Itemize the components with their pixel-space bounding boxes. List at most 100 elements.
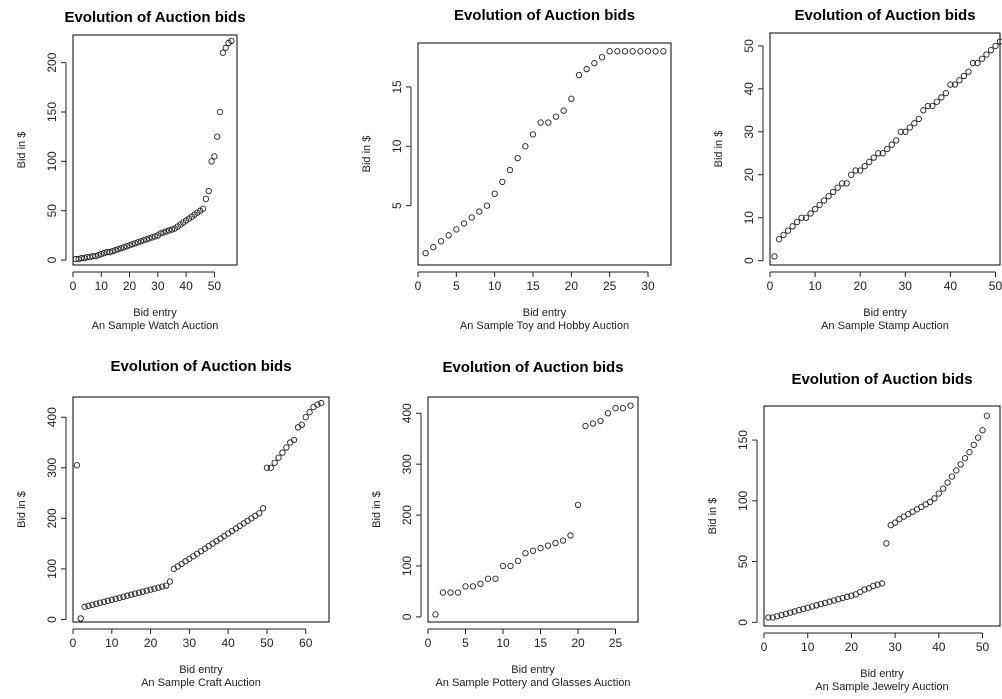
data-point	[143, 236, 150, 243]
data-point	[104, 597, 112, 604]
y-tick-label: 100	[400, 556, 414, 576]
chart-panel-5: Evolution of Auction bids 0 5 10 15 20 25 0 100 2…	[371, 359, 639, 689]
chart-title: Evolution of Auction bids	[791, 371, 972, 388]
data-point	[85, 602, 92, 609]
data-point	[637, 48, 644, 55]
data-point	[236, 522, 243, 530]
y-axis-label: Bid in $	[371, 491, 383, 528]
data-point	[267, 464, 274, 471]
data-point	[522, 550, 529, 557]
x-tick-label: 20	[565, 279, 579, 293]
data-point	[294, 424, 302, 431]
data-point	[793, 218, 801, 226]
data-point	[935, 490, 942, 497]
data-point	[298, 421, 305, 428]
data-point	[866, 158, 873, 166]
data-point	[970, 441, 977, 449]
x-tick-label: 50	[989, 279, 1002, 293]
data-point	[931, 495, 938, 502]
x-tick-label: 15	[526, 279, 540, 293]
data-point	[879, 150, 886, 157]
data-point	[870, 154, 877, 161]
x-tick-label: 30	[888, 640, 902, 654]
data-point	[583, 65, 590, 73]
plot-frame	[72, 34, 238, 266]
x-tick-label: 0	[70, 636, 77, 650]
data-point	[811, 205, 819, 213]
data-point	[808, 603, 816, 610]
x-axis: 0 5 10 15 20 25 30	[415, 271, 655, 293]
data-point	[906, 124, 913, 131]
data-point	[140, 237, 147, 244]
x-axis: 0 10 20 30 40 50	[70, 271, 221, 293]
auction-sublabel: An Sample Watch Auction	[92, 320, 219, 332]
data-point	[160, 229, 167, 236]
x-axis-label: Bid entry	[860, 668, 904, 680]
data-point	[789, 223, 796, 230]
y-tick-label: 100	[736, 490, 750, 510]
x-tick-label: 20	[845, 640, 859, 654]
data-point	[314, 401, 321, 408]
data-point	[318, 399, 325, 407]
data-point	[621, 48, 629, 55]
x-tick-label: 10	[801, 640, 815, 654]
data-point	[514, 155, 521, 162]
data-point	[983, 51, 990, 58]
x-tick-label: 15	[534, 636, 548, 650]
y-tick-label: 0	[400, 613, 414, 620]
x-tick-label: 0	[761, 640, 768, 654]
data-point	[120, 593, 127, 600]
chart-panel-2: Evolution of Auction bids 0 5 10 15 20 25 30 5 10…	[361, 7, 672, 332]
data-point	[157, 230, 164, 237]
data-point	[89, 601, 96, 608]
data-point	[875, 150, 882, 157]
data-point	[604, 410, 612, 417]
y-tick-label: 10	[742, 211, 756, 225]
data-point	[825, 193, 832, 200]
chart-panel-6: Evolution of Auction bids 0 10 20 30 40 50 0 50 1…	[707, 371, 1001, 693]
data-point	[574, 501, 582, 509]
data-point	[800, 605, 807, 613]
y-tick-label: 0	[45, 256, 59, 263]
data-point	[874, 581, 881, 588]
x-tick-label: 30	[899, 279, 913, 293]
data-point	[830, 597, 838, 604]
data-point	[98, 250, 105, 258]
data-point	[978, 55, 986, 62]
y-axis-label: Bid in $	[707, 498, 719, 535]
data-point	[944, 479, 951, 486]
data-point	[123, 243, 130, 250]
data-point	[430, 244, 437, 251]
data-point	[178, 560, 185, 568]
data-points	[72, 37, 235, 263]
x-tick-label: 40	[179, 279, 193, 293]
y-tick-label: 20	[742, 168, 756, 182]
y-tick-label: 200	[400, 505, 414, 525]
data-point	[483, 202, 491, 209]
data-point	[115, 246, 122, 253]
data-point	[168, 226, 176, 233]
data-point	[974, 434, 982, 441]
data-point	[942, 89, 950, 97]
data-point	[807, 210, 814, 217]
x-tick-label: 20	[144, 636, 158, 650]
data-point	[222, 44, 229, 51]
y-tick-label: 0	[742, 257, 756, 264]
x-axis-label: Bid entry	[133, 307, 177, 319]
data-point	[834, 184, 841, 191]
data-point	[460, 220, 468, 227]
data-point	[606, 48, 613, 55]
y-tick-label: 400	[45, 407, 59, 427]
x-tick-label: 0	[415, 279, 422, 293]
data-point	[290, 436, 298, 444]
data-point	[947, 81, 954, 88]
data-point	[924, 102, 931, 110]
data-point	[822, 599, 829, 607]
data-point	[888, 141, 895, 148]
data-point	[310, 403, 317, 411]
data-point	[217, 535, 224, 542]
data-point	[852, 167, 859, 174]
data-point	[228, 527, 236, 535]
data-point	[992, 42, 999, 50]
x-tick-label: 25	[603, 279, 617, 293]
